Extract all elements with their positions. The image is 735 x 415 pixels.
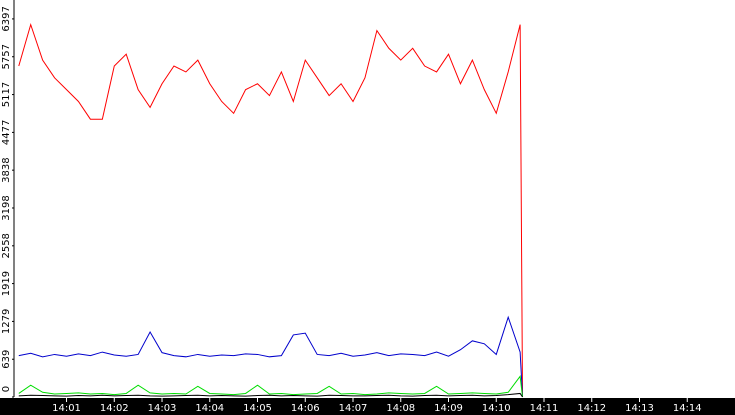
x-tick-label: 14:03	[148, 403, 177, 414]
y-tick-label: 639	[1, 350, 12, 369]
data-line	[18, 375, 524, 398]
x-tick-label: 14:06	[291, 403, 320, 414]
y-tick-label: 1279	[1, 309, 12, 334]
y-tick-label: 6397	[1, 6, 12, 31]
data-line	[18, 22, 524, 398]
x-tick-label: 14:04	[195, 403, 224, 414]
x-tick-label: 14:08	[386, 403, 415, 414]
y-tick-label: 1919	[1, 271, 12, 296]
data-line	[18, 315, 524, 398]
x-tick-label: 14:07	[339, 403, 368, 414]
x-tick-label: 14:09	[434, 403, 463, 414]
x-tick-label: 14:02	[100, 403, 129, 414]
data-line	[18, 392, 523, 398]
x-tick-label: 14:12	[577, 403, 606, 414]
y-tick-label: 5117	[1, 82, 12, 107]
x-tick-label: 14:13	[625, 403, 654, 414]
y-tick-label: 5757	[1, 44, 12, 69]
x-tick-label: 14:11	[530, 403, 559, 414]
x-tick-label: 14:01	[52, 403, 81, 414]
x-axis-band	[0, 398, 735, 415]
x-tick-label: 14:10	[482, 403, 511, 414]
y-tick-label: 3838	[1, 157, 12, 182]
y-tick-label: 0	[1, 386, 12, 392]
y-tick-label: 3198	[1, 195, 12, 220]
x-tick-label: 14:14	[673, 403, 702, 414]
y-tick-label: 2558	[1, 233, 12, 258]
x-tick-label: 14:05	[243, 403, 272, 414]
y-tick-label: 4477	[1, 120, 12, 145]
